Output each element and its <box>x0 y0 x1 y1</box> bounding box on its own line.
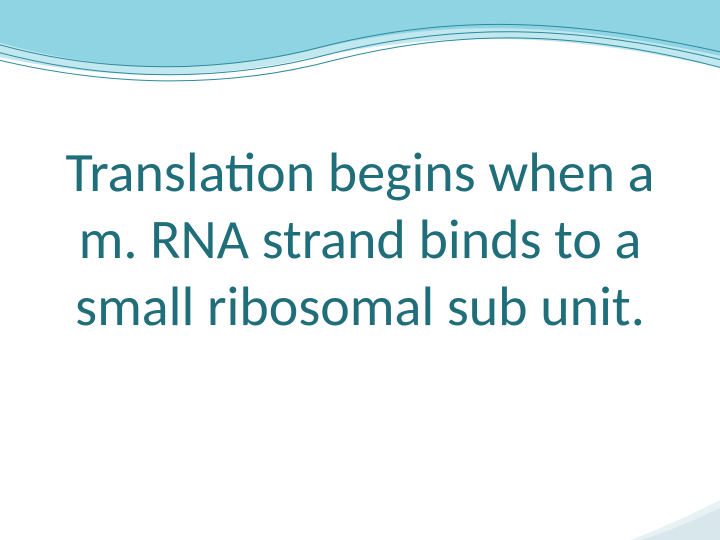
corner-accent <box>630 490 720 540</box>
main-text: Translation begins when a m. RNA strand … <box>40 140 680 342</box>
corner-accent-svg <box>630 490 720 540</box>
wave-fill-mid <box>0 0 720 67</box>
wave-svg <box>0 0 720 120</box>
slide-content: Translation begins when a m. RNA strand … <box>0 140 720 342</box>
header-wave-decoration <box>0 0 720 120</box>
